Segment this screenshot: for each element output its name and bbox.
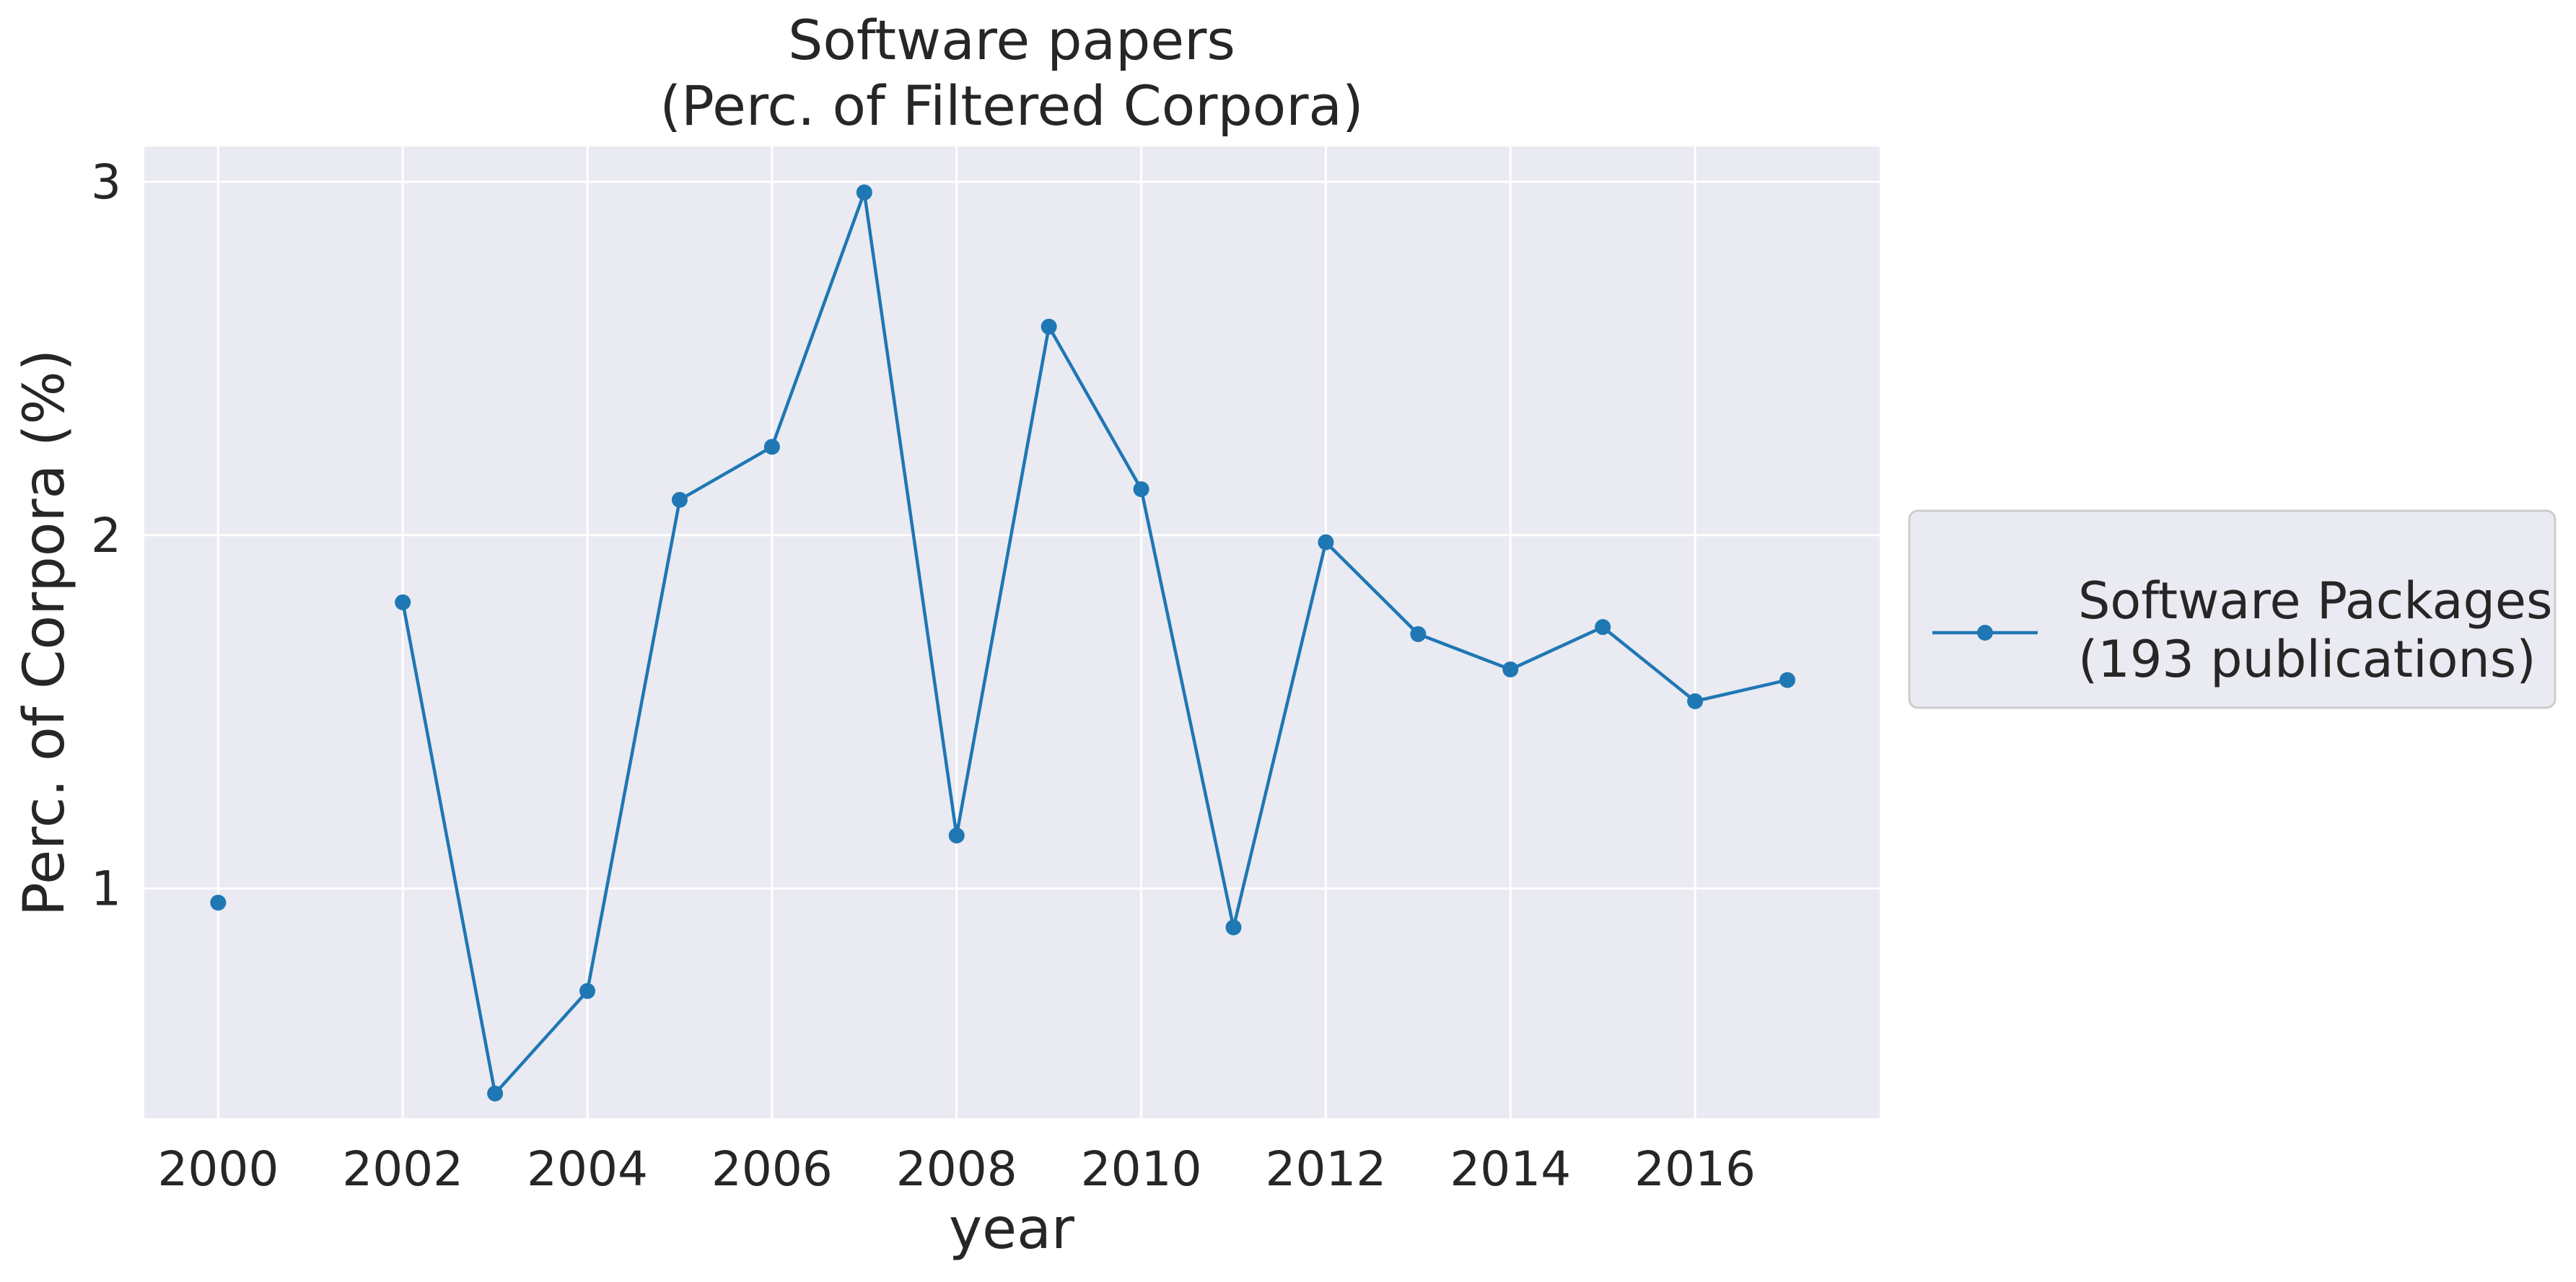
grid-lines (144, 146, 1880, 1118)
x-tick-label: 2002 (342, 1141, 463, 1197)
data-point (671, 491, 688, 508)
x-tick-label: 2008 (896, 1141, 1017, 1197)
data-point (1502, 661, 1519, 677)
data-point (210, 895, 227, 911)
y-tick-labels: 1 2 3 (91, 154, 121, 917)
chart-title-line-2: (Perc. of Filtered Corpora) (660, 74, 1363, 138)
data-point (1225, 919, 1242, 936)
series-points (210, 184, 1796, 1102)
series-lines (400, 190, 1788, 1095)
x-tick-label: 2012 (1265, 1141, 1386, 1197)
data-point (1410, 625, 1427, 642)
data-point (579, 983, 596, 999)
data-point (856, 184, 872, 201)
x-axis-label: year (949, 1197, 1075, 1262)
y-tick-label: 3 (91, 154, 121, 210)
legend-label-line-2: (193 publications) (2078, 630, 2536, 689)
x-tick-label: 2010 (1081, 1141, 1202, 1197)
y-tick-label: 2 (91, 508, 121, 563)
x-tick-label: 2014 (1450, 1141, 1571, 1197)
legend-label-line-1: Software Packages (2078, 571, 2552, 631)
data-point (1318, 534, 1334, 550)
legend-marker-swatch (1977, 625, 1993, 641)
data-point (487, 1085, 504, 1102)
x-tick-label: 2016 (1634, 1141, 1756, 1197)
y-tick-label: 1 (91, 861, 121, 917)
data-point (763, 439, 780, 455)
x-tick-labels: 2000 2002 2004 2006 2008 2010 2012 2014 2016 (157, 1141, 1756, 1197)
x-tick-label: 2000 (157, 1141, 279, 1197)
chart-title-line-1: Software papers (788, 8, 1235, 72)
data-point (948, 827, 965, 844)
data-point (1133, 481, 1149, 498)
legend: Software Packages (193 publications) (1908, 509, 2557, 709)
x-tick-label: 2006 (711, 1141, 833, 1197)
data-point (1595, 619, 1611, 636)
legend-box (1908, 509, 2557, 709)
data-point (1779, 672, 1796, 688)
x-tick-label: 2004 (527, 1141, 648, 1197)
series-line-segment (400, 190, 1788, 1095)
plot-area (144, 146, 1880, 1118)
data-point (1687, 693, 1704, 710)
data-point (395, 594, 411, 610)
y-axis-label: Perc. of Corpora (%) (12, 349, 77, 916)
data-point (1041, 318, 1057, 335)
